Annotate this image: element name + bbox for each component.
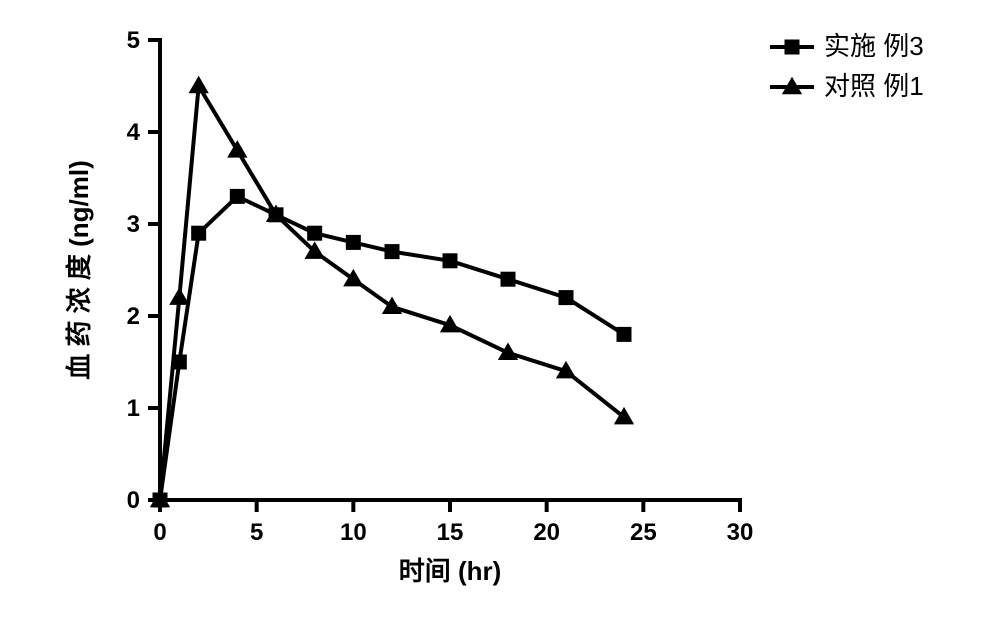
legend-label: 实施 例3: [824, 31, 924, 61]
y-tick-label: 2: [127, 303, 140, 330]
x-tick-label: 10: [340, 519, 367, 546]
x-tick-label: 25: [630, 519, 657, 546]
x-tick-label: 15: [437, 519, 464, 546]
y-tick-label: 1: [127, 395, 140, 422]
y-axis-label: 血 药 浓 度 (ng/ml): [64, 160, 94, 380]
legend-label: 对照 例1: [824, 71, 924, 101]
x-tick-label: 0: [153, 519, 166, 546]
y-tick-label: 5: [127, 27, 140, 54]
y-tick-label: 4: [127, 119, 141, 146]
x-tick-label: 5: [250, 519, 263, 546]
x-tick-label: 20: [533, 519, 560, 546]
x-tick-label: 30: [727, 519, 754, 546]
pk-chart: 0 5 10 15 20 25 30 时间 (hr) 0 1 2 3 4 5 血 药 浓 度 (ng/ml)…: [0, 0, 1000, 625]
y-tick-label: 0: [127, 487, 140, 514]
y-tick-label: 3: [127, 211, 140, 238]
x-axis-label: 时间 (hr): [399, 556, 502, 586]
